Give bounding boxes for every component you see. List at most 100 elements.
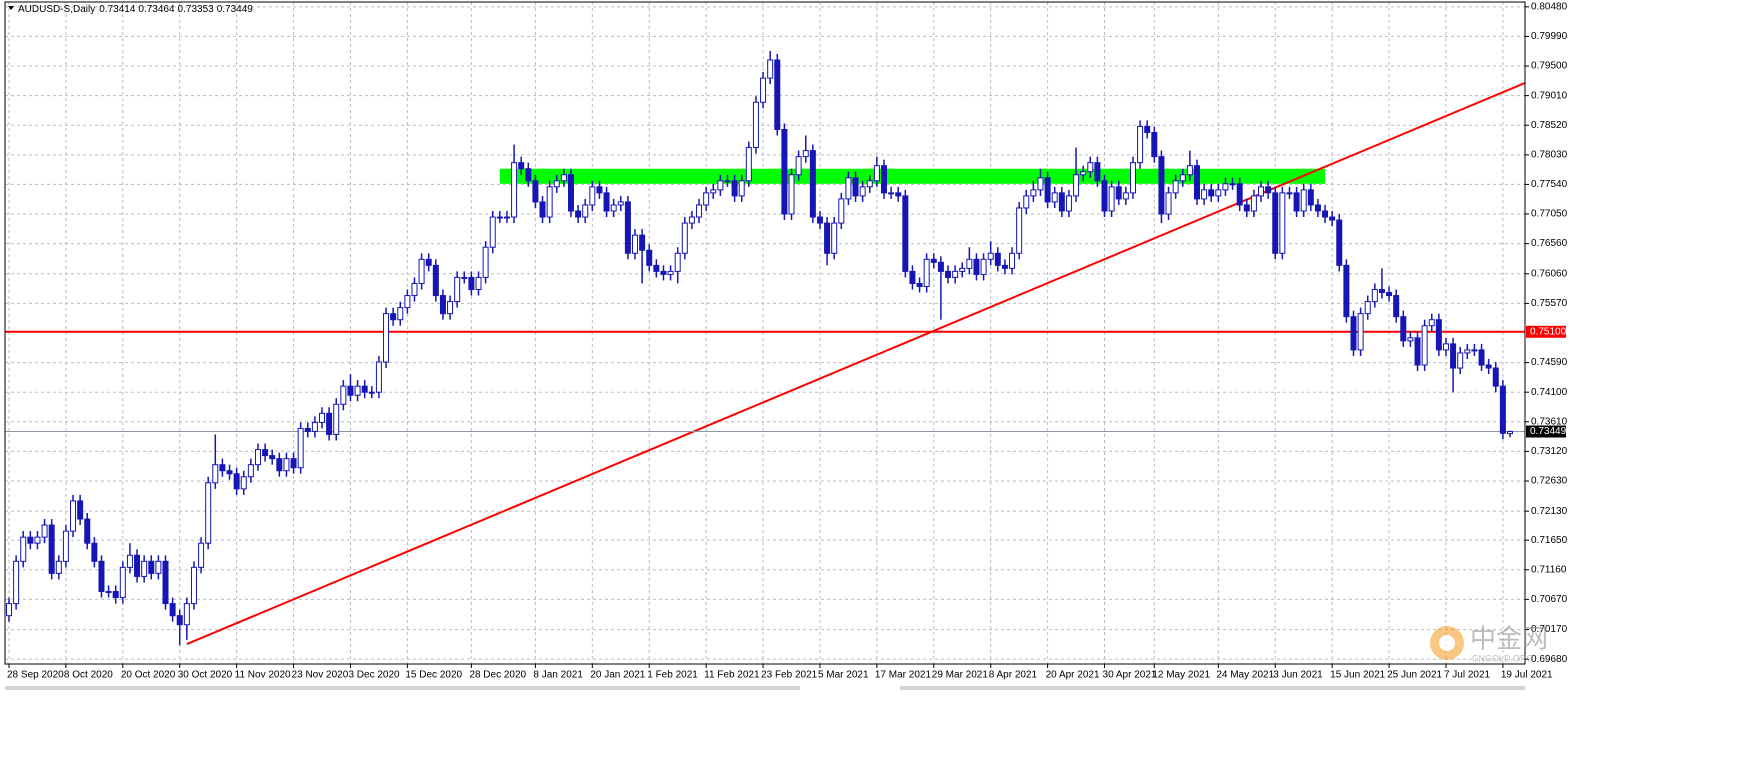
candle-body [674,252,681,272]
candle-body [1457,352,1464,369]
y-tick-label: 0.80480 [1531,1,1568,12]
y-tick-label: 0.71650 [1531,535,1568,546]
candle-body [1300,189,1307,212]
watermark-logo-inner [1439,635,1455,651]
candle-body [55,560,62,574]
x-tick-label: 20 Apr 2021 [1046,670,1100,681]
candle-body [596,186,603,194]
candle-body [212,464,219,484]
x-tick-label: 8 Apr 2021 [989,670,1038,681]
candle-body [1115,186,1122,200]
y-tick-label: 0.70170 [1531,624,1568,635]
y-tick-label: 0.74590 [1531,357,1568,368]
candle-body [48,524,55,574]
candle-body [1421,325,1428,366]
candle-body [489,216,496,248]
candle-body [589,186,596,206]
candle-body [1450,343,1457,369]
candle-body [795,156,802,176]
candle-body [1464,349,1471,354]
candle-body [148,560,155,574]
candle-body [418,258,425,284]
candle-body [183,603,190,626]
candle-body [809,150,816,218]
candle-body [1087,162,1094,173]
candle-body [824,222,831,254]
candle-body [333,403,340,435]
candle-body [724,180,731,183]
candle-body [959,267,966,272]
candle-body [1250,195,1257,212]
candle-body [1258,186,1265,197]
candle-body [717,180,724,191]
x-tick-label: 29 Mar 2021 [932,670,989,681]
candle-body [1435,319,1442,351]
price-label-box [1526,425,1566,438]
x-tick-label: 15 Dec 2020 [405,670,462,681]
candle-body [176,615,183,626]
zone [499,168,1326,184]
candle-body [752,101,759,149]
candle-body [1080,171,1087,176]
candle-body [987,252,994,260]
candle-body [518,162,525,170]
candle-body [1371,289,1378,303]
candle-body [1186,165,1193,176]
candle-body [1179,174,1186,182]
candle-body [731,180,738,197]
candle-body [1101,180,1108,212]
candle-body [269,455,276,460]
candle-body [1393,295,1400,318]
candle-body [553,180,560,188]
candle-body [162,560,169,605]
candle-body [503,216,510,219]
candle-body [77,500,84,520]
candle-body [62,530,69,562]
candle-body [738,180,745,197]
candle-body [375,361,382,393]
candle-body [240,476,247,490]
candle-body [297,427,304,469]
x-tick-label: 8 Oct 2020 [64,670,113,681]
candle-body [319,412,326,423]
candle-body [909,270,916,284]
candle-body [1471,349,1478,352]
candle-body [1122,192,1129,200]
candle-body [1378,289,1385,294]
y-tick-label: 0.72130 [1531,506,1568,517]
candle-body [6,603,12,617]
x-tick-label: 24 May 2021 [1216,670,1274,681]
candle-body [1272,192,1279,254]
candle-body [646,249,653,266]
candle-body [247,464,254,478]
candle-body [141,560,148,577]
candle-body [980,258,987,275]
level-label-box [1526,325,1566,338]
candle-body [745,147,752,182]
candle-body [361,385,368,393]
candle-body [688,216,695,224]
candle-body [98,560,105,593]
candle-body [1400,316,1407,342]
candle-body [1265,186,1272,194]
candle-body [1016,207,1023,254]
candle-body [169,603,176,617]
candle-body [198,542,205,568]
candle-body [461,276,468,279]
x-tick-label: 12 May 2021 [1152,670,1210,681]
candle-body [916,282,923,287]
candle-body [1165,192,1172,215]
symbol-title: AUDUSD-S,Daily [18,4,95,15]
candle-body [511,162,518,218]
candle-body [1414,337,1421,366]
watermark: 中金网 CNGOLD.ORG [1430,625,1548,663]
x-tick-label: 28 Sep 2020 [7,670,64,681]
candle-body [482,246,489,278]
candle-body [788,174,795,215]
candle-body [425,258,432,266]
candle-body [575,210,582,218]
candle-body [624,201,631,254]
candle-body [1350,316,1357,351]
level-label: 0.75100 [1530,326,1567,337]
